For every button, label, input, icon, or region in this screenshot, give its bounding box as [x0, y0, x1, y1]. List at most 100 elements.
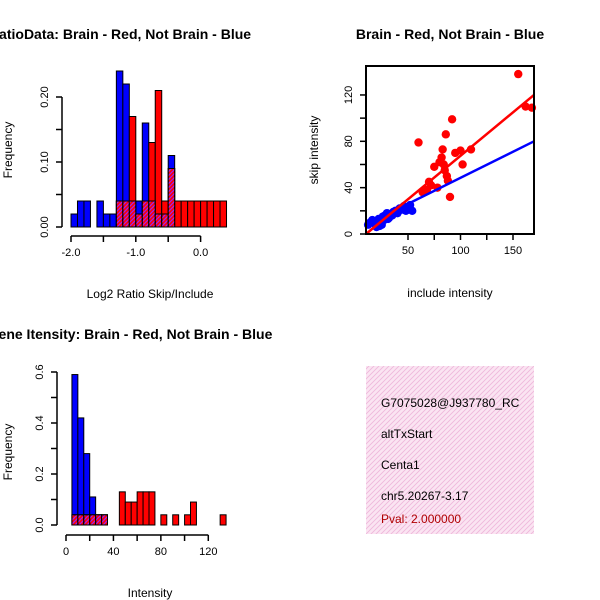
intensity-bar-not-brain [77, 417, 85, 526]
scatter-title: Brain - Red, Not Brain - Blue [356, 26, 544, 42]
ratio-bar-brain [187, 200, 195, 228]
info-location: chr5.20267-3.17 [381, 489, 469, 503]
ratio-bar-not-brain [109, 213, 117, 228]
scatter-y-tick-label: 40 [343, 182, 355, 194]
ratio-bar-not-brain [96, 200, 104, 228]
ratio-bar-not-brain [70, 213, 78, 228]
intensity-bar-brain [219, 514, 227, 526]
intensity-bar-brain [190, 501, 197, 526]
intensity-bar-overlap [83, 514, 91, 526]
scatter-axes: 50 100 150 0 40 80 120 [343, 65, 535, 257]
ratio-bar-brain [219, 200, 228, 228]
scatter-xlabel: include intensity [407, 286, 492, 300]
info-gene: Centa1 [381, 458, 420, 472]
ratio-ylabel: Frequency [1, 122, 15, 179]
scatter-fit-line-brain [365, 94, 535, 235]
ratio-bar-overlap [122, 200, 130, 228]
scatter-y-tick-label: 0 [343, 231, 355, 237]
intensity-bar-not-brain [71, 374, 79, 526]
ratio-bar-overlap [135, 213, 143, 228]
intensity-histogram: Gene Itensity: Brain - Red, Not Brain - … [0, 326, 273, 600]
intensity-bar-overlap [71, 514, 79, 526]
intensity-bar-brain [118, 491, 126, 526]
intensity-y-tick-label: 0.0 [34, 517, 46, 532]
intensity-x-tick-label: 40 [107, 546, 119, 558]
ratio-bar-brain [193, 200, 202, 228]
ratio-bar-overlap [154, 213, 163, 228]
ratio-bar-overlap [161, 213, 169, 228]
intensity-bar-overlap [101, 514, 108, 526]
intensity-bar-brain [124, 501, 132, 526]
info-background [366, 366, 534, 534]
scatter-point-brain [445, 192, 455, 202]
ratio-bar-brain [200, 200, 208, 228]
scatter-x-tick-label: 50 [402, 245, 414, 257]
info-panel: G7075028@J937780_RC altTxStart Centa1 ch… [366, 366, 534, 534]
intensity-bar-brain [160, 514, 168, 526]
ratio-x-tick-label: -1.0 [126, 247, 145, 259]
intensity-bar-brain [130, 501, 138, 526]
ratio-bar-not-brain [102, 213, 111, 228]
scatter-point-brain [430, 162, 439, 171]
ratio-xlabel: Log2 Ratio Skip/Include [87, 287, 214, 301]
intensity-y-tick-label: 0.2 [34, 466, 46, 481]
ratio-bar-overlap [115, 200, 124, 228]
scatter-x-tick-label: 100 [451, 245, 469, 257]
scatter-y-tick-label: 80 [343, 135, 355, 147]
ratio-title: RatioData: Brain - Red, Not Brain - Blue [0, 26, 251, 42]
intensity-axes: 0 40 80 120 0.0 0.2 0.4 0.6 [34, 364, 217, 558]
ratio-bar-brain [206, 200, 215, 228]
ratio-bar-brain [180, 200, 189, 228]
scatter-point-brain [447, 115, 457, 124]
scatter-x-tick-label: 150 [504, 245, 522, 257]
intensity-xlabel: Intensity [128, 586, 173, 600]
scatter-point-brain [451, 148, 460, 158]
intensity-bar-overlap [95, 514, 103, 526]
intensity-bars-overlap [71, 514, 108, 526]
ratio-bar-not-brain [76, 200, 85, 228]
ratio-bars-overlap [115, 168, 176, 228]
ratio-bar-brain [154, 90, 163, 228]
scatter-point-brain [438, 145, 447, 154]
intensity-y-tick-label: 0.4 [34, 415, 46, 430]
intensity-x-tick-label: 120 [199, 546, 217, 558]
intensity-ylabel: Frequency [1, 424, 15, 481]
scatter-ylabel: skip intensity [307, 116, 321, 185]
intensity-bar-brain [136, 491, 144, 526]
ratio-bar-overlap [141, 200, 150, 228]
intensity-bar-overlap [89, 514, 97, 526]
info-probe: G7075028@J937780_RC [381, 396, 520, 410]
intensity-bars-not-brain [71, 374, 108, 526]
scatter-points-not-brain [363, 200, 417, 232]
scatter-point-brain [458, 160, 467, 169]
ratio-bar-overlap [148, 200, 156, 228]
intensity-x-tick-label: 80 [155, 546, 167, 558]
intensity-bar-overlap [77, 514, 85, 526]
intensity-title: Gene Itensity: Brain - Red, Not Brain - … [0, 326, 273, 342]
info-event: altTxStart [381, 427, 433, 441]
scatter-points-brain [414, 69, 537, 202]
intensity-bar-brain [142, 491, 150, 526]
ratio-x-tick-label: 0.0 [193, 247, 208, 259]
ratio-bar-overlap [167, 168, 176, 228]
ratio-bar-not-brain [83, 200, 91, 228]
ratio-histogram: RatioData: Brain - Red, Not Brain - Blue… [0, 26, 251, 301]
intensity-bar-brain [148, 491, 156, 526]
intensity-bar-brain [172, 514, 180, 526]
info-pval: Pval: 2.000000 [381, 512, 461, 526]
intensity-bar-not-brain [83, 453, 91, 526]
scatter-point-not-brain [408, 206, 417, 216]
scatter-point-brain [414, 138, 423, 147]
ratio-bar-brain [174, 200, 182, 228]
intensity-y-tick-label: 0.6 [34, 364, 46, 379]
ratio-x-tick-label: -2.0 [62, 247, 81, 259]
scatter-fit-lines [365, 94, 535, 235]
intensity-x-tick-label: 0 [63, 546, 69, 558]
ratio-axes: -2.0 -1.0 0.0 0.00 0.10 0.20 [39, 86, 208, 259]
scatter-point-brain [514, 69, 523, 79]
ratio-y-tick-label: 0.10 [39, 151, 51, 172]
ratio-y-tick-label: 0.20 [39, 86, 51, 107]
scatter-y-tick-label: 120 [343, 86, 355, 104]
intensity-scatter: Brain - Red, Not Brain - Blue 50 100 150 0 4… [307, 26, 544, 300]
